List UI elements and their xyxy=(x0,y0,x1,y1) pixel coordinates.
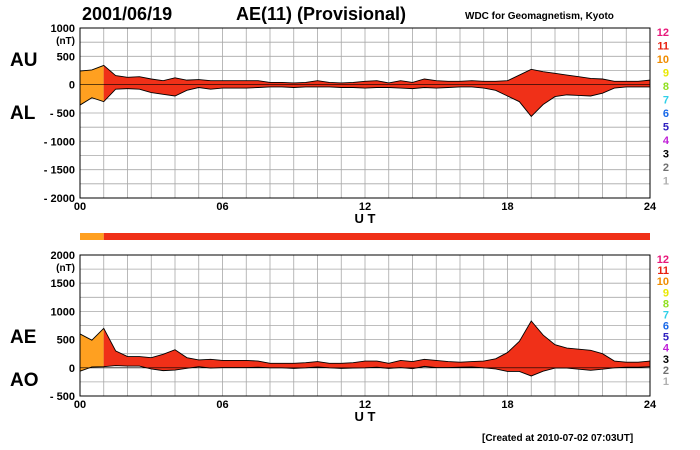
legend-level-label: 4 xyxy=(663,343,670,355)
legend-level-label: 8 xyxy=(663,298,669,310)
legend-level-label: 12 xyxy=(657,27,669,39)
index-title: AE(11) (Provisional) xyxy=(236,4,407,24)
al-label: AL xyxy=(10,103,36,124)
status-bar-main xyxy=(103,233,650,240)
y-tick-label: - 1000 xyxy=(44,136,75,148)
x-tick-label: 18 xyxy=(501,201,513,213)
plot-frame xyxy=(79,27,651,199)
legend-level-label: 7 xyxy=(663,95,669,107)
source-label: WDC for Geomagnetism, Kyoto xyxy=(465,11,614,22)
y-tick-label: 1000 xyxy=(51,306,75,318)
x-tick-label: 06 xyxy=(216,201,228,213)
legend-level-label: 4 xyxy=(663,135,670,147)
legend-level-label: 9 xyxy=(663,68,669,80)
legend-level-label: 8 xyxy=(663,81,669,93)
y-tick-label: - 500 xyxy=(50,391,75,403)
legend-level-label: 3 xyxy=(663,149,669,161)
legend-level-label: 11 xyxy=(657,41,669,53)
x-tick-label: 00 xyxy=(74,201,86,213)
y-tick-label: 1000 xyxy=(51,23,75,35)
ae-label: AE xyxy=(10,327,37,348)
x-axis-title: U T xyxy=(355,211,376,226)
ao-label: AO xyxy=(10,370,39,391)
legend-level-label: 12 xyxy=(657,254,669,266)
y-tick-label: 500 xyxy=(57,335,75,347)
legend-level-label: 5 xyxy=(663,332,669,344)
main-fill-area xyxy=(103,320,650,376)
series-line-au xyxy=(79,64,651,84)
y-unit-label: (nT) xyxy=(56,263,75,274)
status-bar-early xyxy=(80,233,104,240)
y-unit-label: (nT) xyxy=(56,36,75,47)
x-tick-label: 18 xyxy=(501,399,513,411)
series-line-al xyxy=(79,86,650,118)
y-tick-label: 2000 xyxy=(51,250,75,262)
legend-level-label: 1 xyxy=(663,176,669,188)
x-tick-label: 12 xyxy=(359,399,371,411)
legend-level-label: 2 xyxy=(663,162,669,174)
x-tick-label: 12 xyxy=(359,201,371,213)
y-tick-label: 500 xyxy=(57,51,75,63)
series-line-ae xyxy=(79,320,651,364)
legend-level-label: 10 xyxy=(657,276,669,288)
x-tick-label: 06 xyxy=(216,399,228,411)
y-tick-label: 0 xyxy=(69,363,75,375)
y-tick-label: - 2000 xyxy=(44,193,75,205)
legend-level-label: 3 xyxy=(663,354,669,366)
legend-level-label: 2 xyxy=(663,365,669,377)
legend-level-label: 11 xyxy=(657,265,669,277)
legend-level-label: 5 xyxy=(663,122,669,134)
y-tick-label: 1500 xyxy=(51,278,75,290)
x-tick-label: 00 xyxy=(74,399,86,411)
legend-level-label: 7 xyxy=(663,309,669,321)
created-timestamp: [Created at 2010-07-02 07:03UT] xyxy=(482,433,634,444)
y-tick-label: - 1500 xyxy=(44,165,75,177)
plot-frame xyxy=(79,254,651,397)
x-tick-label: 24 xyxy=(644,399,657,411)
x-axis-title: U T xyxy=(355,409,376,424)
date-title: 2001/06/19 xyxy=(82,4,173,24)
legend-level-label: 6 xyxy=(663,321,669,333)
early-fill-area xyxy=(80,65,104,106)
legend-level-label: 9 xyxy=(663,287,669,299)
y-tick-label: - 500 xyxy=(50,108,75,120)
early-fill-area xyxy=(80,328,104,372)
legend-level-label: 10 xyxy=(657,54,669,66)
au-label: AU xyxy=(10,50,38,71)
legend-level-label: 1 xyxy=(663,376,669,388)
y-tick-label: 0 xyxy=(69,80,75,92)
legend-level-label: 6 xyxy=(663,108,669,120)
x-tick-label: 24 xyxy=(644,201,657,213)
